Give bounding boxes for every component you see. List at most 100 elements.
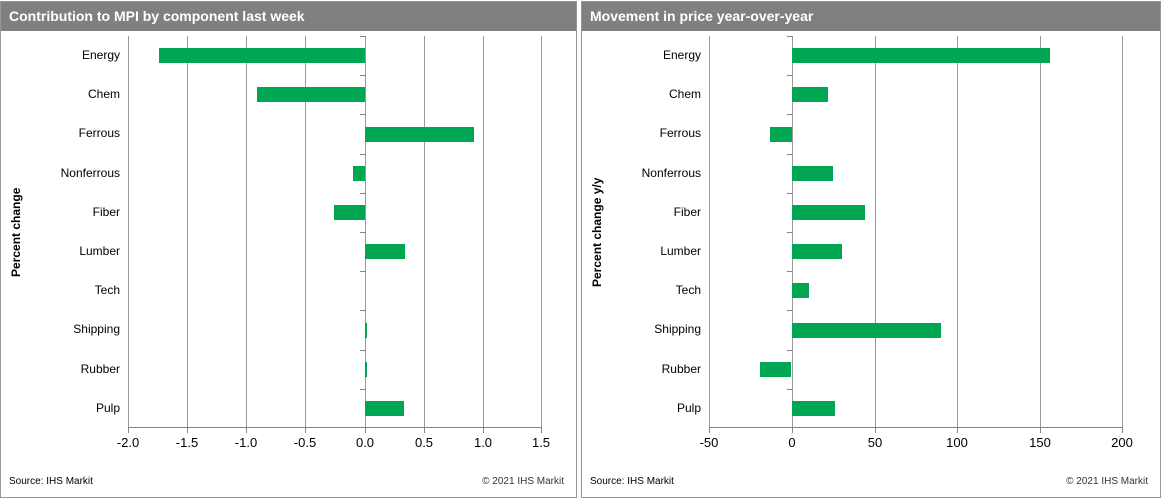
bar-ferrous xyxy=(770,126,793,142)
category-axis-tick xyxy=(359,193,366,194)
category-label-pulp: Pulp xyxy=(95,400,120,415)
x-axis-tick xyxy=(483,428,484,433)
category-axis-labels: Energy Chem Ferrous Nonferrous Fiber Lumber Te… xyxy=(1,36,120,428)
x-axis-tick xyxy=(709,428,710,433)
x-axis-tick xyxy=(128,428,129,433)
gridline xyxy=(246,36,247,427)
x-tick-label: 150 xyxy=(1029,435,1051,450)
category-axis-tick xyxy=(359,75,366,76)
category-axis-tick xyxy=(359,114,366,115)
category-label-energy: Energy xyxy=(662,48,701,62)
category-label-fiber: Fiber xyxy=(92,204,120,219)
gridline xyxy=(792,36,793,427)
x-tick-label: 100 xyxy=(946,435,968,450)
x-axis-tick xyxy=(541,428,542,433)
source-note: Source: IHS Markit xyxy=(590,476,674,487)
x-tick-label: 1.5 xyxy=(531,435,551,450)
x-axis-tick xyxy=(305,428,306,433)
mpi-contribution-chart-panel: Contribution to MPI by component last we… xyxy=(0,1,577,498)
gridline xyxy=(709,36,710,427)
category-axis-tick xyxy=(786,114,793,115)
x-tick-label: 50 xyxy=(867,435,883,450)
gridline xyxy=(483,36,484,427)
category-label-ferrous: Ferrous xyxy=(78,126,120,141)
x-tick-label: 0 xyxy=(788,435,796,450)
category-axis-tick xyxy=(786,310,793,311)
source-note: Source: IHS Markit xyxy=(9,476,93,487)
gridline xyxy=(957,36,958,427)
category-axis-tick xyxy=(786,232,793,233)
x-axis-tick xyxy=(246,428,247,433)
x-axis-tick xyxy=(1122,428,1123,433)
category-axis-tick xyxy=(786,36,793,37)
category-axis-tick xyxy=(786,75,793,76)
category-axis-labels: Energy Chem Ferrous Nonferrous Fiber Lumber Te… xyxy=(582,36,701,428)
category-axis-tick xyxy=(786,193,793,194)
plot-area xyxy=(709,36,1123,433)
copyright-note: © 2021 IHS Markit xyxy=(1066,476,1148,487)
gridline xyxy=(875,36,876,427)
bar-fiber xyxy=(333,204,365,220)
x-axis-tick xyxy=(187,428,188,433)
chart-title: Movement in price year-over-year xyxy=(582,2,1160,31)
x-tick-label: 1.0 xyxy=(473,435,493,450)
bar-energy xyxy=(791,48,1050,64)
x-axis-tick xyxy=(365,428,366,433)
category-axis-tick xyxy=(359,350,366,351)
bar-energy xyxy=(158,48,365,64)
x-axis-tick xyxy=(792,428,793,433)
category-axis-tick xyxy=(786,427,793,428)
x-tick-label: 200 xyxy=(1111,435,1133,450)
bar-nonferrous xyxy=(352,165,365,181)
x-axis-tick xyxy=(1040,428,1041,433)
category-label-tech: Tech xyxy=(94,283,120,298)
gridline xyxy=(305,36,306,427)
category-label-lumber: Lumber xyxy=(660,244,701,258)
bar-lumber xyxy=(364,244,405,260)
x-tick-label: -1.0 xyxy=(234,435,258,450)
bar-pulp xyxy=(364,400,404,416)
gridline xyxy=(1122,36,1123,427)
category-label-chem: Chem xyxy=(87,87,120,102)
category-label-shipping: Shipping xyxy=(654,322,701,337)
x-tick-label: -50 xyxy=(699,435,719,450)
category-label-pulp: Pulp xyxy=(676,400,701,415)
bar-tech xyxy=(791,283,809,299)
gridline xyxy=(128,36,129,427)
plot-area xyxy=(128,36,542,433)
x-tick-label: 0.5 xyxy=(414,435,434,450)
category-axis-tick xyxy=(359,36,366,37)
x-axis-tick xyxy=(957,428,958,433)
category-axis-tick xyxy=(359,389,366,390)
category-axis-tick xyxy=(359,427,366,428)
bar-shipping xyxy=(791,322,941,338)
x-tick-label: 0.0 xyxy=(355,435,375,450)
x-tick-label: -0.5 xyxy=(293,435,317,450)
bar-ferrous xyxy=(364,126,474,142)
x-tick-label: -2.0 xyxy=(116,435,140,450)
category-label-chem: Chem xyxy=(668,87,701,102)
bar-fiber xyxy=(791,204,865,220)
gridline xyxy=(424,36,425,427)
category-axis-tick xyxy=(786,154,793,155)
category-axis-tick xyxy=(359,310,366,311)
bar-lumber xyxy=(791,244,842,260)
gridline xyxy=(541,36,542,427)
bar-rubber xyxy=(760,361,792,377)
copyright-note: © 2021 IHS Markit xyxy=(482,476,564,487)
category-label-fiber: Fiber xyxy=(673,204,701,219)
category-axis-tick xyxy=(786,350,793,351)
bar-shipping xyxy=(364,322,367,338)
category-label-ferrous: Ferrous xyxy=(659,126,701,141)
category-label-rubber: Rubber xyxy=(80,361,120,376)
x-tick-label: -1.5 xyxy=(175,435,199,450)
category-axis-tick xyxy=(359,232,366,233)
category-axis-tick xyxy=(786,389,793,390)
gridline xyxy=(1040,36,1041,427)
x-axis-labels: -2.0 -1.5 -1.0 -0.5 0.0 0.5 1.0 1.5 xyxy=(117,435,550,451)
bar-rubber xyxy=(364,361,367,377)
category-label-energy: Energy xyxy=(81,48,120,62)
bar-pulp xyxy=(791,400,835,416)
gridline xyxy=(365,36,366,427)
